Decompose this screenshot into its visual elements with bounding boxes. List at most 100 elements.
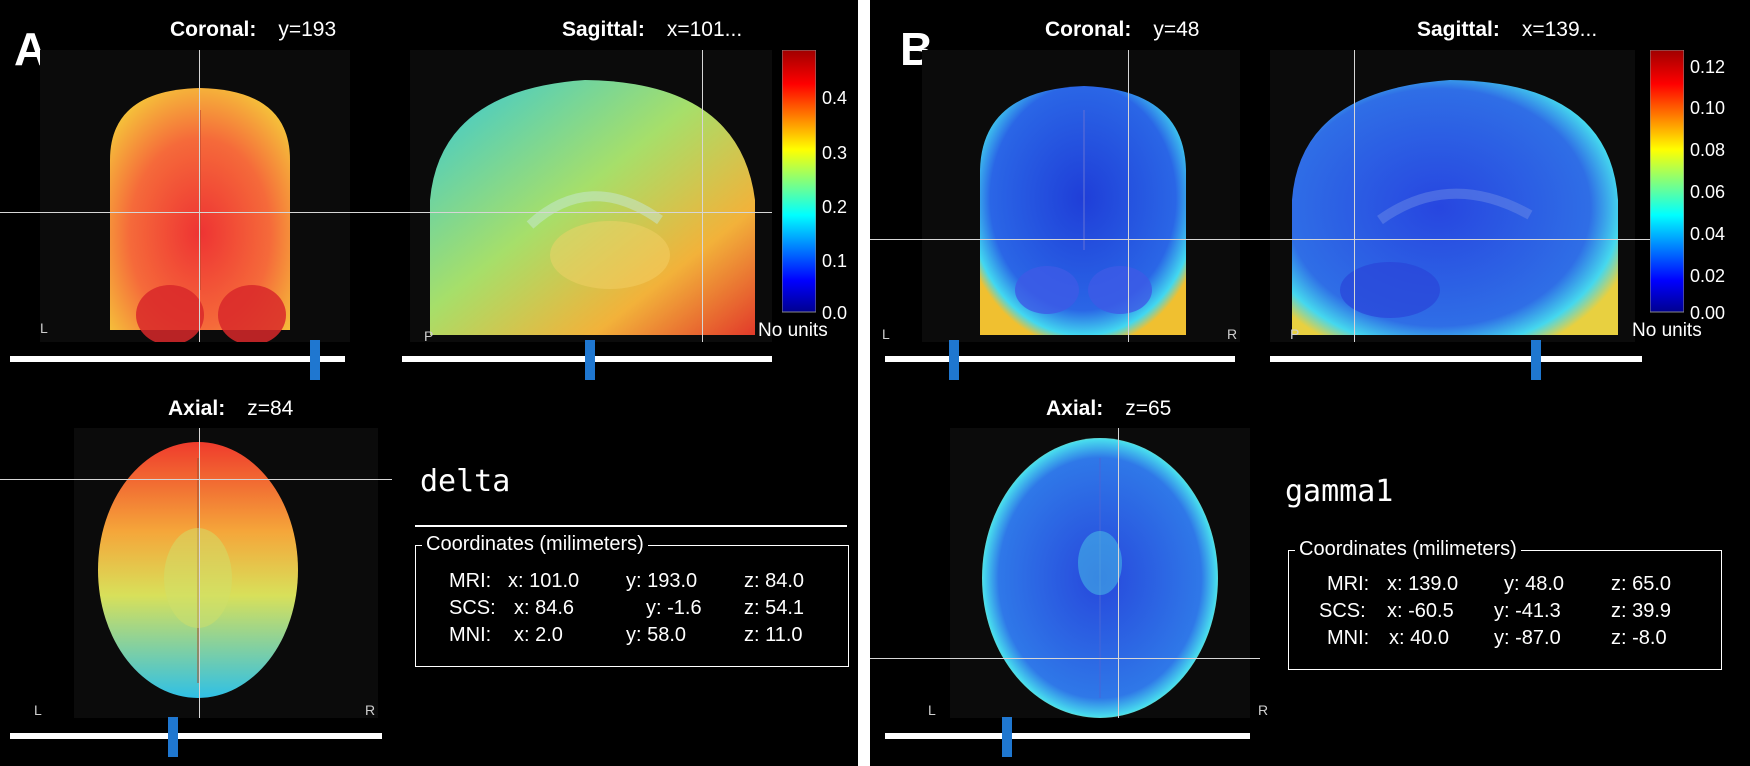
colorbar-tick-6: 0.00 (1690, 303, 1726, 323)
coronal-slider-track[interactable] (885, 356, 1235, 362)
coord-z: z: -8.0 (1611, 627, 1667, 649)
axial-label: Axial: (168, 397, 226, 420)
band-label: delta (420, 464, 511, 499)
coronal-header: Coronal: y=193 (170, 18, 336, 42)
axial-value: z=65 (1125, 397, 1172, 420)
colorbar-units: No units (758, 320, 828, 341)
coord-z: z: 39.9 (1611, 600, 1672, 622)
coord-y: y: -1.6 (646, 597, 702, 619)
coord-y: y: -41.3 (1494, 600, 1561, 622)
axial-slider-thumb[interactable] (1002, 717, 1012, 757)
coronal-left-mark: L (882, 326, 890, 342)
coord-x: x: -60.5 (1387, 600, 1454, 622)
axial-image (950, 428, 1250, 718)
coordinates-box: Coordinates (milimeters) MRI: x: 101.0 y… (415, 533, 849, 667)
coord-y: y: 193.0 (626, 570, 698, 592)
axial-label: Axial: (1046, 397, 1104, 420)
coord-x: x: 139.0 (1387, 573, 1459, 595)
coord-z: z: 11.0 (744, 624, 803, 646)
coord-name: MRI: (449, 570, 492, 592)
axial-view[interactable] (950, 428, 1250, 718)
coord-name: MNI: (1327, 627, 1370, 649)
colorbar-tick-4: 0.0 (822, 303, 848, 323)
panel-a: A Coronal:y=193 L R Sagittal:x=101... P … (0, 0, 858, 766)
crosshair-vertical (1128, 50, 1129, 342)
coord-x: x: 40.0 (1389, 627, 1450, 649)
sagittal-label: Sagittal: (562, 18, 645, 41)
coronal-right-mark: R (1227, 326, 1238, 342)
crosshair-horizontal (870, 239, 1650, 240)
coronal-label: Coronal: (170, 18, 257, 41)
colorbar-tick-2: 0.08 (1690, 140, 1726, 160)
sagittal-value: x=139... (1521, 18, 1598, 41)
colorbar-tick-1: 0.10 (1690, 98, 1726, 118)
axial-right-mark: R (365, 702, 376, 718)
axial-slider-track[interactable] (10, 733, 382, 739)
axial-right-mark: R (1258, 702, 1269, 718)
coronal-left-mark: L (40, 320, 48, 336)
axial-left-mark: L (34, 702, 42, 718)
coord-x: x: 101.0 (508, 570, 580, 592)
axial-view[interactable] (74, 428, 378, 718)
sagittal-view[interactable] (1270, 50, 1635, 342)
sagittal-slider-thumb[interactable] (585, 340, 595, 380)
sagittal-image (1270, 50, 1635, 342)
axial-slider-track[interactable] (885, 733, 1250, 739)
panel-b: B Coronal: y=48 L R Sagittal: x=139... P 0… (870, 0, 1750, 766)
coronal-image (40, 50, 350, 342)
colorbar (782, 50, 816, 313)
coord-x: x: 84.6 (514, 597, 575, 619)
axial-header: Axial: z=84 (168, 397, 293, 421)
axial-slider-thumb[interactable] (168, 717, 178, 757)
coord-x: x: 2.0 (514, 624, 563, 646)
coord-z: z: 65.0 (1611, 573, 1672, 595)
axial-value: z=84 (247, 397, 294, 420)
sagittal-view[interactable]: P (410, 50, 772, 342)
axial-left-mark: L (928, 702, 936, 718)
coord-name: SCS: (1319, 600, 1366, 622)
sagittal-left-mark: P (424, 328, 434, 342)
coronal-view[interactable]: L R (40, 50, 350, 342)
colorbar-tick-0: 0.12 (1690, 57, 1726, 77)
coronal-view[interactable] (922, 50, 1240, 342)
colorbar-tick-3: 0.1 (822, 251, 848, 271)
colorbar-tick-0: 0.4 (822, 88, 848, 108)
crosshair-vertical (1118, 428, 1119, 718)
band-label: gamma1 (1285, 474, 1394, 509)
sagittal-value: x=101... (666, 18, 743, 41)
coord-name: MRI: (1327, 573, 1370, 595)
coronal-slider-track[interactable] (10, 356, 345, 362)
coord-name: SCS: (449, 597, 496, 619)
coordinates-title: Coordinates (milimeters) (1295, 538, 1521, 561)
coord-z: z: 84.0 (744, 570, 805, 592)
colorbar-units: No units (1632, 320, 1702, 341)
crosshair-horizontal (0, 479, 392, 480)
colorbar-tick-1: 0.3 (822, 143, 848, 163)
coronal-header: Coronal: y=48 (1045, 18, 1199, 42)
colorbar-tick-5: 0.02 (1690, 266, 1726, 286)
separator (415, 525, 847, 527)
coronal-label: Coronal: (1045, 18, 1132, 41)
crosshair-vertical (1354, 50, 1355, 342)
coronal-slider-thumb[interactable] (949, 340, 959, 380)
sagittal-image (410, 50, 772, 342)
crosshair-vertical (702, 50, 703, 342)
colorbar-tick-4: 0.04 (1690, 224, 1726, 244)
sagittal-header: Sagittal: x=139... (1417, 18, 1597, 42)
coronal-value: y=193 (278, 18, 337, 41)
coronal-slider-thumb[interactable] (310, 340, 320, 380)
sagittal-slider-thumb[interactable] (1531, 340, 1541, 380)
coord-y: y: 58.0 (626, 624, 687, 646)
colorbar-tick-2: 0.2 (822, 197, 848, 217)
sagittal-header: Sagittal: x=101... (562, 18, 742, 42)
colorbar (1650, 50, 1684, 313)
coordinates-box: Coordinates (milimeters) MRI: x: 139.0 y… (1288, 538, 1722, 670)
axial-image (74, 428, 378, 718)
sagittal-label: Sagittal: (1417, 18, 1500, 41)
coronal-image (922, 50, 1240, 342)
crosshair-vertical (199, 50, 200, 342)
crosshair-horizontal (0, 212, 772, 213)
sagittal-left-mark: P (1290, 326, 1300, 342)
crosshair-vertical (199, 428, 200, 718)
sagittal-slider-track[interactable] (1270, 356, 1642, 362)
